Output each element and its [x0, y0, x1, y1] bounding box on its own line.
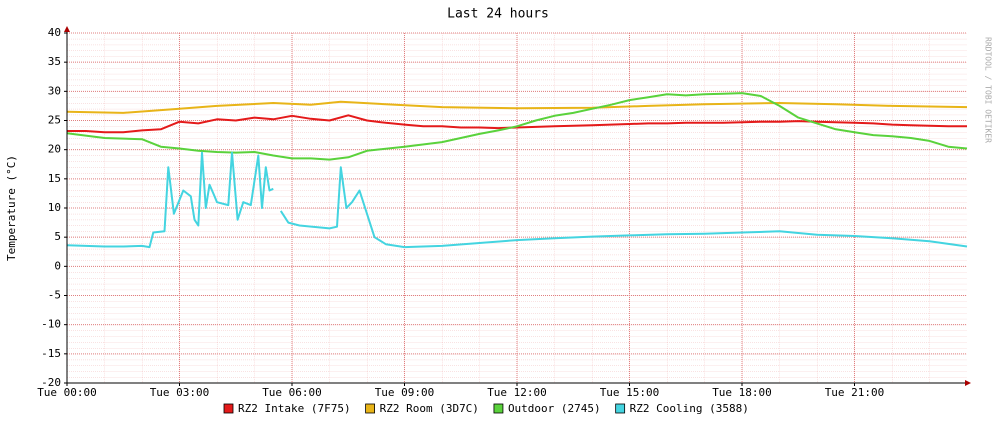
y-tick-label: 30: [48, 84, 61, 97]
grid: [64, 32, 967, 386]
y-tick-label: -10: [41, 318, 61, 331]
series-line: [66, 151, 968, 249]
y-tick-label: 0: [54, 259, 61, 272]
x-tick-label: Tue 21:00: [825, 386, 885, 399]
watermark: RRDTOOL / TOBI OETIKER: [984, 37, 993, 143]
series-line: [66, 92, 968, 161]
chart-title: Last 24 hours: [447, 7, 549, 22]
x-tick-label: Tue 03:00: [150, 386, 210, 399]
y-tick-label: 35: [48, 55, 61, 68]
legend-label: RZ2 Cooling (3588): [630, 402, 749, 415]
y-tick-label: -5: [48, 289, 61, 302]
x-arrow: [965, 380, 971, 386]
y-tick-label: 10: [48, 201, 61, 214]
legend-swatch: [615, 403, 626, 414]
y-tick-label: -20: [41, 376, 61, 389]
legend-label: RZ2 Intake (7F75): [238, 402, 351, 415]
plot: [66, 92, 968, 249]
x-tick-label: Tue 18:00: [712, 386, 772, 399]
x-tick-label: Tue 15:00: [600, 386, 660, 399]
y-tick-label: 25: [48, 114, 61, 127]
x-tick-label: Tue 09:00: [375, 386, 435, 399]
axes: [64, 26, 971, 386]
legend-label: Outdoor (2745): [508, 402, 601, 415]
x-tick-label: Tue 12:00: [487, 386, 547, 399]
y-tick-label: 5: [54, 230, 61, 243]
legend-swatch: [223, 403, 234, 414]
y-tick-label: -15: [41, 347, 61, 360]
series-line: [67, 114, 967, 134]
y-tick-label: 20: [48, 143, 61, 156]
series-line: [66, 100, 968, 114]
y-tick-label: 15: [48, 172, 61, 185]
x-tick-label: Tue 00:00: [37, 386, 97, 399]
y-axis-label: Temperature (°C): [5, 155, 18, 261]
legend-label: RZ2 Room (3D7C): [380, 402, 479, 415]
legend-swatch: [365, 403, 375, 414]
y-arrow: [64, 26, 70, 32]
legend-swatch: [493, 403, 504, 414]
legend: RZ2 Intake (7F75) RZ2 Room (3D7C) Outdoor …: [223, 402, 749, 415]
y-tick-label: 40: [48, 26, 61, 39]
x-tick-label: Tue 06:00: [262, 386, 322, 399]
